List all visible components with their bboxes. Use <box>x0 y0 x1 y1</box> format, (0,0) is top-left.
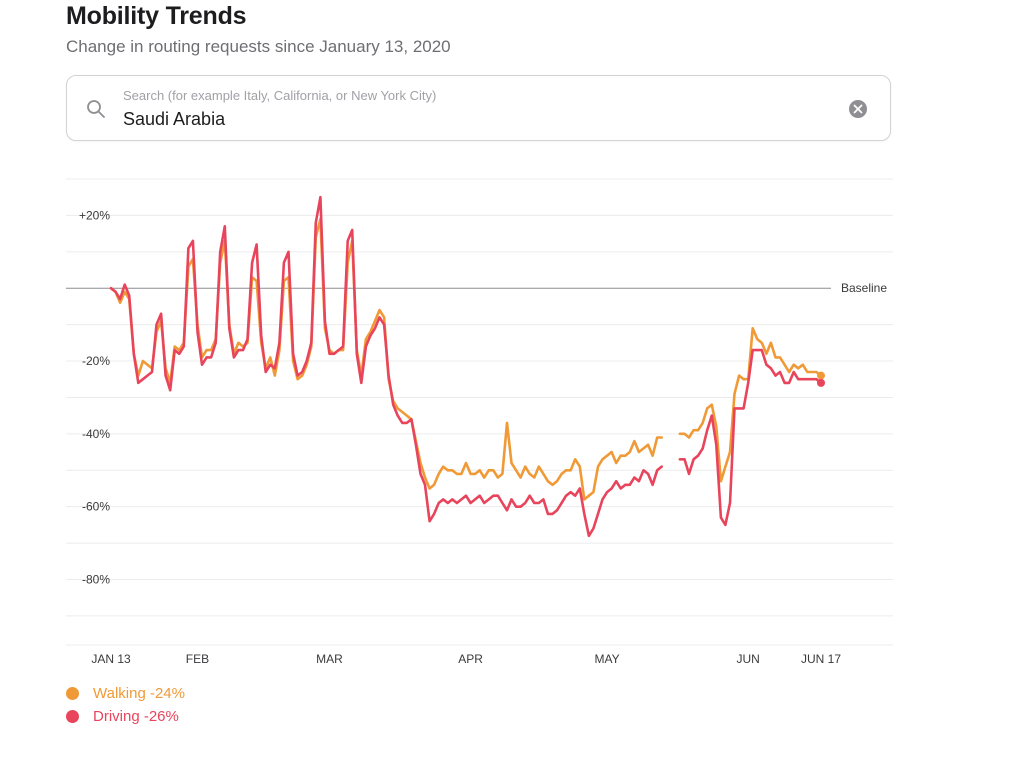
search-box[interactable]: Search (for example Italy, California, o… <box>66 75 891 141</box>
y-tick-label: -60% <box>82 500 110 514</box>
x-tick-label: JAN 13 <box>91 652 131 666</box>
legend-item-walking: Walking -24% <box>66 682 185 705</box>
search-placeholder: Search (for example Italy, California, o… <box>123 88 437 103</box>
search-icon <box>86 99 106 119</box>
y-axis-ticks: +20% -20% -40% -60% -80% <box>79 208 110 586</box>
y-tick-label: -20% <box>82 354 110 368</box>
y-tick-label: -80% <box>82 572 110 586</box>
legend-item-driving: Driving -26% <box>66 705 185 728</box>
y-tick-label: -40% <box>82 427 110 441</box>
legend-dot-driving <box>66 710 79 723</box>
x-tick-label: APR <box>458 652 483 666</box>
x-tick-label: FEB <box>186 652 209 666</box>
driving-end-point <box>817 378 825 387</box>
driving-series-line <box>109 195 663 538</box>
driving-series-line <box>678 348 823 527</box>
x-tick-label: MAY <box>595 652 620 666</box>
legend-label-driving: Driving -26% <box>93 708 179 725</box>
page-subtitle: Change in routing requests since January… <box>66 37 451 56</box>
x-tick-label: JUN <box>737 652 760 666</box>
x-tick-label: MAR <box>316 652 343 666</box>
walking-end-point <box>817 371 825 380</box>
clear-search-icon[interactable] <box>848 99 868 119</box>
page-title: Mobility Trends <box>66 2 247 30</box>
search-input[interactable] <box>123 109 823 130</box>
x-axis-ticks: JAN 13 FEB MAR APR MAY JUN JUN 17 <box>91 652 841 666</box>
walking-series-line <box>678 327 823 483</box>
legend-dot-walking <box>66 687 79 700</box>
grid-layer <box>66 178 893 646</box>
x-tick-label: JUN 17 <box>801 652 841 666</box>
baseline-label: Baseline <box>841 281 887 295</box>
legend: Walking -24% Driving -26% <box>66 682 185 728</box>
y-tick-label: +20% <box>79 208 110 222</box>
series-layer <box>109 195 825 538</box>
legend-label-walking: Walking -24% <box>93 685 185 702</box>
baseline-layer: Baseline <box>66 281 887 295</box>
